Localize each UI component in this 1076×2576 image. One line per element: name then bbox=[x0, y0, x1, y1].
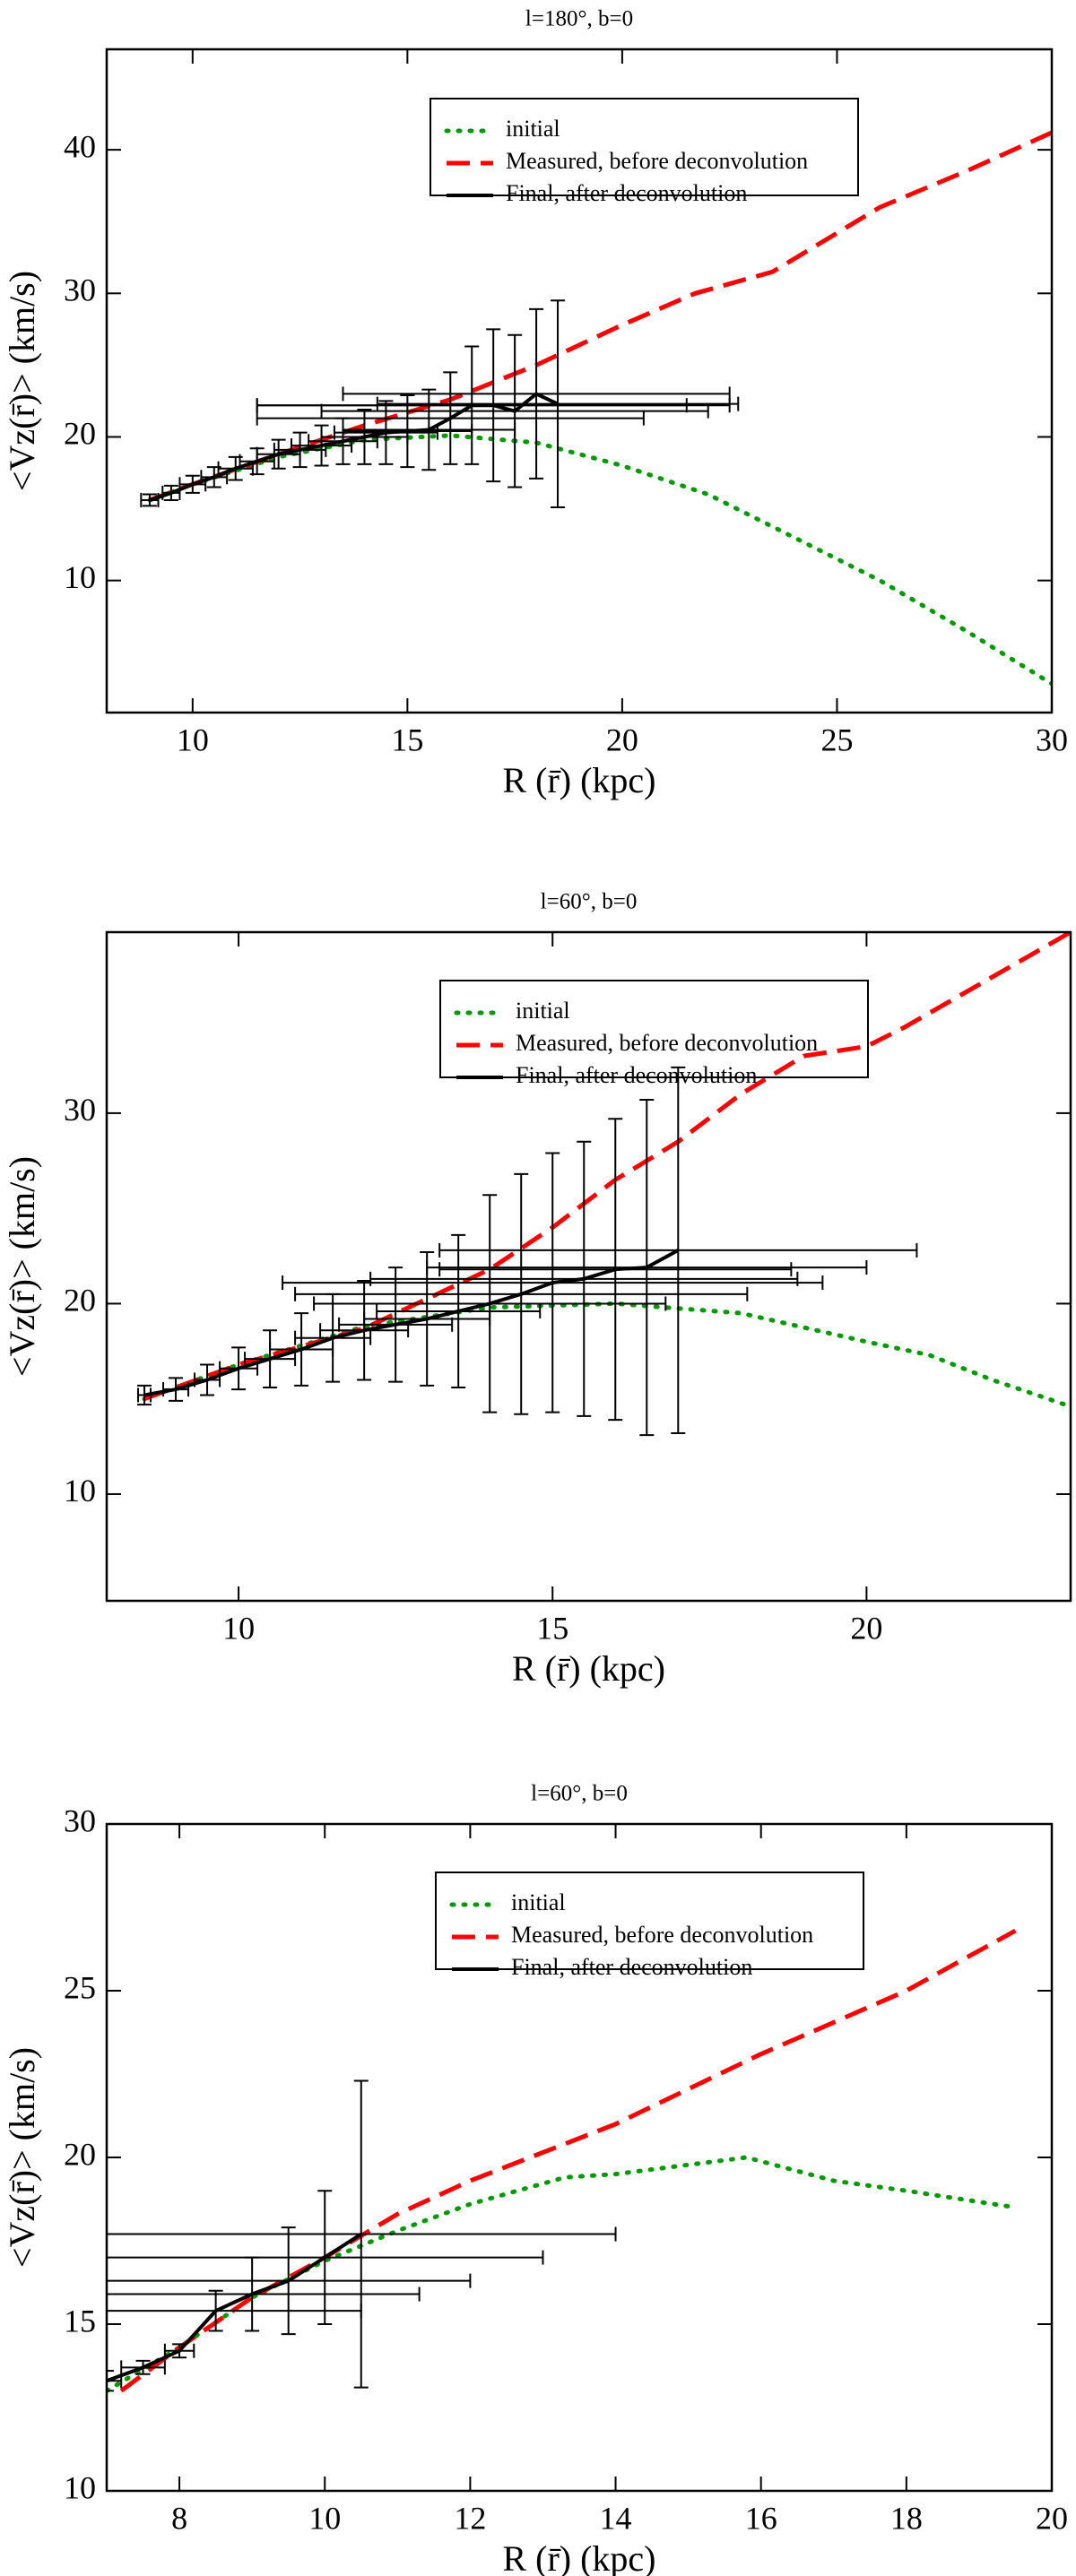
y-tick-label: 30 bbox=[64, 1092, 96, 1128]
legend-label: Measured, before deconvolution bbox=[506, 148, 808, 174]
x-tick-label: 14 bbox=[600, 2500, 632, 2536]
series-line bbox=[107, 2155, 1018, 2393]
legend-label: initial bbox=[511, 1889, 566, 1915]
y-tick-label: 15 bbox=[64, 2303, 96, 2338]
y-tick-label: 10 bbox=[64, 2469, 96, 2505]
chart-title: l=60°, b=0 bbox=[541, 890, 638, 914]
legend-label: Measured, before deconvolution bbox=[511, 1922, 813, 1948]
plot-area bbox=[140, 130, 1052, 687]
x-tick-label: 8 bbox=[171, 2500, 187, 2536]
plot-frame bbox=[105, 48, 1054, 714]
series-line bbox=[149, 392, 559, 502]
series-line bbox=[147, 433, 1052, 687]
legend-label: Final, after deconvolution bbox=[506, 180, 747, 206]
x-tick-label: 10 bbox=[177, 722, 209, 757]
y-tick-label: 40 bbox=[64, 128, 96, 164]
x-tick-label: 12 bbox=[454, 2500, 486, 2536]
legend-box bbox=[435, 1871, 864, 1970]
x-axis-label: R (r̄) (kpc) bbox=[502, 2538, 655, 2576]
y-tick-label: 10 bbox=[64, 559, 96, 595]
x-tick-label: 16 bbox=[745, 2500, 777, 2536]
y-tick-label: 20 bbox=[64, 416, 96, 452]
y-tick-label: 10 bbox=[64, 1473, 96, 1508]
x-tick-label: 10 bbox=[222, 1610, 255, 1646]
x-tick-label: 20 bbox=[606, 722, 638, 757]
x-tick-label: 15 bbox=[536, 1610, 568, 1646]
y-axis-label: <Vz(r̄)> (km/s) bbox=[2, 1156, 42, 1377]
x-tick-label: 30 bbox=[1036, 722, 1068, 757]
series-line bbox=[107, 2232, 362, 2383]
y-tick-label: 20 bbox=[64, 2136, 96, 2172]
series-line bbox=[119, 1928, 1017, 2393]
chart-title: l=60°, b=0 bbox=[531, 1782, 628, 1806]
plot-area bbox=[137, 932, 1071, 1437]
plot-frame bbox=[105, 1822, 1054, 2493]
x-tick-label: 15 bbox=[391, 722, 423, 757]
legend-label: Final, after deconvolution bbox=[511, 1954, 752, 1980]
y-tick-label: 30 bbox=[64, 1802, 96, 1838]
x-axis-label: R (r̄) (kpc) bbox=[502, 760, 655, 800]
x-tick-label: 25 bbox=[820, 722, 853, 757]
chart-title: l=180°, b=0 bbox=[525, 7, 633, 31]
y-tick-label: 20 bbox=[64, 1283, 96, 1318]
legend-label: Measured, before deconvolution bbox=[516, 1030, 818, 1056]
plot-area bbox=[107, 1928, 1018, 2393]
x-tick-label: 10 bbox=[308, 2500, 341, 2536]
plot-frame bbox=[105, 930, 1072, 1603]
x-tick-label: 18 bbox=[890, 2500, 923, 2536]
y-axis-label: <Vz(r̄)> (km/s) bbox=[2, 271, 42, 491]
y-tick-label: 25 bbox=[64, 1969, 96, 2005]
legend-box bbox=[439, 980, 869, 1078]
series-line bbox=[143, 1249, 680, 1397]
y-axis-label: <Vz(r̄)> (km/s) bbox=[2, 2047, 42, 2268]
legend-label: Final, after deconvolution bbox=[516, 1062, 757, 1088]
legend-label: initial bbox=[516, 998, 570, 1024]
x-axis-label: R (r̄) (kpc) bbox=[512, 1648, 665, 1689]
x-tick-label: 20 bbox=[1036, 2500, 1068, 2536]
y-tick-label: 30 bbox=[64, 272, 96, 308]
x-tick-label: 20 bbox=[850, 1610, 882, 1646]
series-line bbox=[143, 932, 1071, 1402]
legend-box bbox=[430, 98, 859, 196]
legend-label: initial bbox=[506, 116, 560, 142]
